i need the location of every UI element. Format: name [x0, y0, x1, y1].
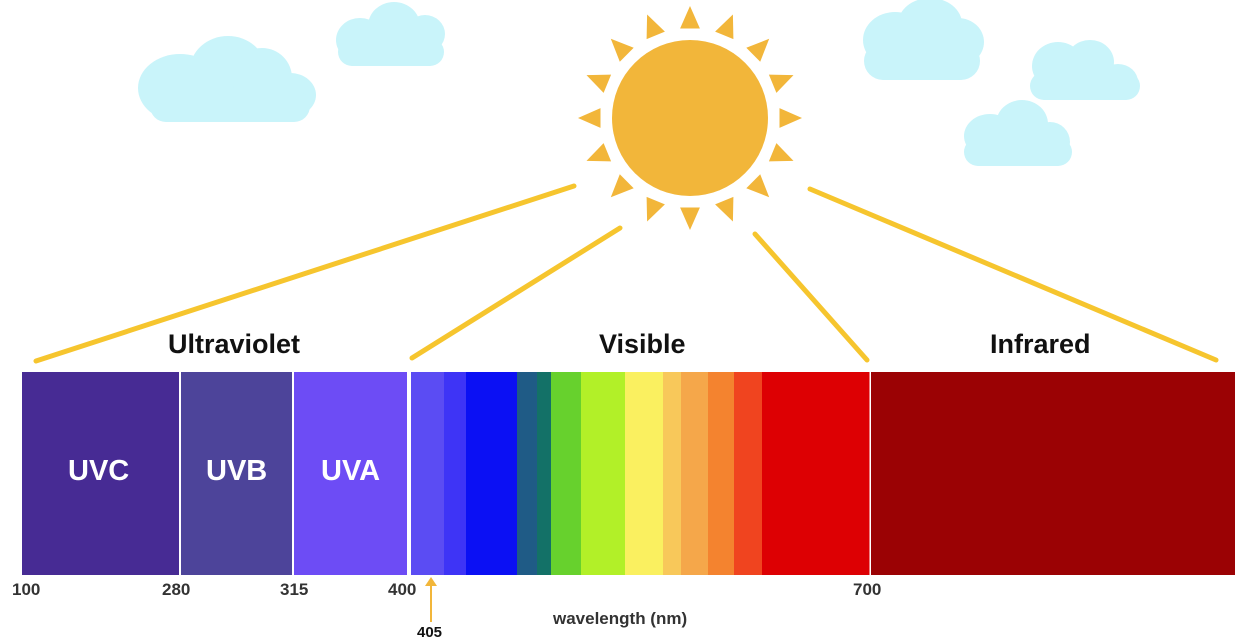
tick-label-280: 280 — [162, 580, 191, 599]
cloud-left — [138, 36, 316, 122]
uvc-band — [22, 372, 179, 575]
sun-ray — [578, 108, 601, 128]
uvb-band — [181, 372, 292, 575]
sun-ray — [680, 207, 700, 230]
infrared-band — [871, 372, 1235, 575]
cloud-top-center — [336, 2, 445, 66]
connector-line-visible-left — [409, 225, 623, 361]
tick-label-400: 400 — [388, 580, 417, 599]
sun-disc — [612, 40, 768, 196]
visible-stripe — [411, 372, 445, 575]
sun-ray — [779, 108, 802, 128]
band-label-uvb: UVB — [206, 455, 268, 487]
visible-stripe — [681, 372, 709, 575]
spectrum-bar — [22, 372, 1235, 575]
visible-stripe — [444, 372, 467, 575]
cloud-right — [1030, 40, 1140, 100]
visible-stripe — [708, 372, 735, 575]
sun-ray — [715, 196, 734, 222]
section-title-visible: Visible — [599, 329, 686, 359]
visible-stripe — [663, 372, 682, 575]
sun-ray — [768, 143, 794, 162]
sun-ray — [768, 74, 794, 93]
section-title-infrared: Infrared — [990, 329, 1091, 359]
visible-stripe — [466, 372, 518, 575]
band-label-uva: UVA — [321, 455, 381, 487]
uva-band — [294, 372, 407, 575]
cloud-top-right — [863, 0, 984, 80]
tick-label-100: 100 — [12, 580, 41, 599]
visible-stripe — [517, 372, 538, 575]
tick-label-700: 700 — [853, 580, 882, 599]
sun-icon — [578, 6, 802, 230]
sun-ray — [610, 38, 634, 62]
visible-stripe — [537, 372, 552, 575]
sun-ray — [646, 196, 665, 222]
sun-ray — [586, 74, 612, 93]
band-label-uvc: UVC — [68, 455, 130, 487]
sun-ray — [746, 38, 770, 62]
axis-label: wavelength (nm) — [553, 609, 688, 628]
visible-stripe — [625, 372, 664, 575]
sun-ray — [586, 143, 612, 162]
visible-stripe — [762, 372, 870, 575]
marker-label-405: 405 — [417, 624, 443, 641]
sun-ray — [715, 14, 734, 40]
sun-ray — [646, 14, 665, 40]
visible-stripe — [734, 372, 763, 575]
sun-ray — [610, 174, 634, 198]
sun-ray — [746, 174, 770, 198]
connector-line-visible-right — [752, 231, 870, 363]
cloud-lower-right — [964, 100, 1072, 166]
connector-line-infrared — [807, 186, 1219, 363]
section-title-ultraviolet: Ultraviolet — [168, 329, 301, 359]
tick-label-315: 315 — [280, 580, 309, 599]
visible-stripe — [551, 372, 582, 575]
visible-band — [411, 372, 870, 575]
marker-405-arrow — [425, 577, 437, 622]
visible-stripe — [581, 372, 626, 575]
connector-line-ultraviolet — [33, 183, 577, 364]
sun-ray — [680, 6, 700, 29]
connector-lines — [33, 183, 1219, 364]
